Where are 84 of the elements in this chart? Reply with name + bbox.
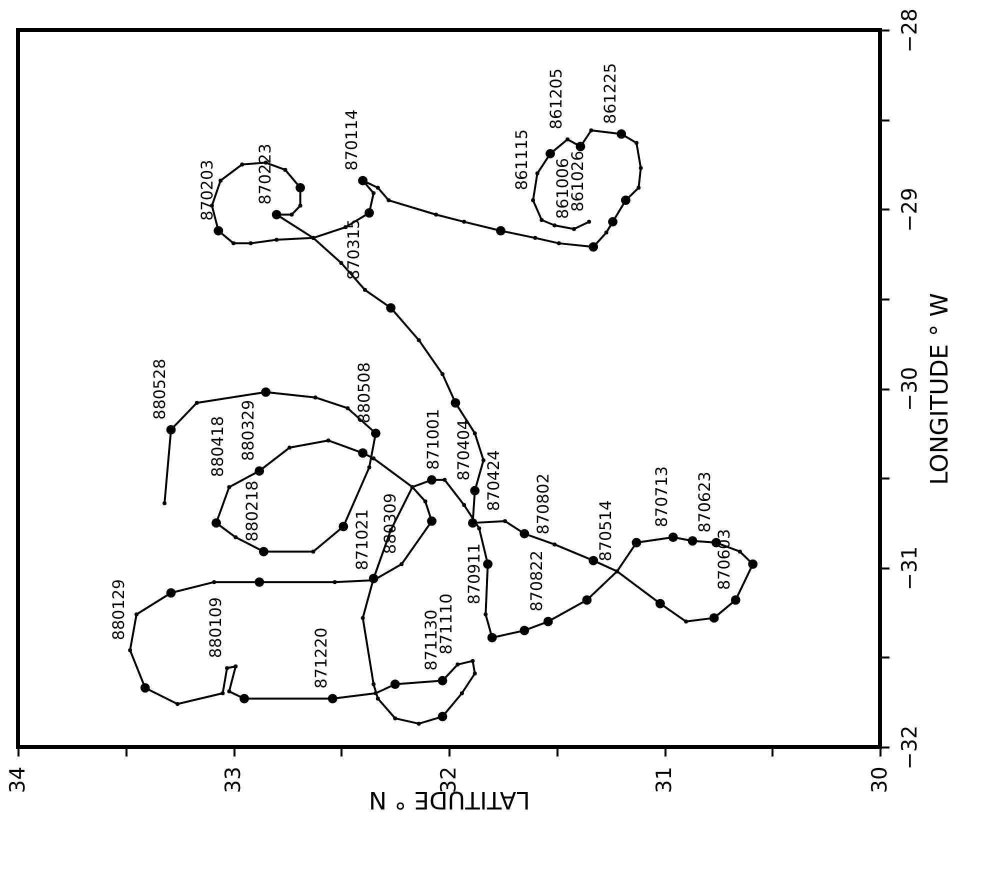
point <box>483 559 493 569</box>
point <box>470 486 480 496</box>
point <box>328 694 338 704</box>
point <box>520 626 530 636</box>
point <box>258 546 268 556</box>
annotation: 870822 <box>527 550 546 612</box>
point <box>668 532 678 542</box>
point <box>582 595 592 605</box>
annotation: 861225 <box>600 62 620 124</box>
point <box>261 387 271 397</box>
annotation: 870514 <box>596 500 616 562</box>
annotation: 880129 <box>109 579 128 640</box>
point <box>688 536 698 546</box>
annotation: 870713 <box>652 466 672 528</box>
annotation: 871021 <box>352 509 372 570</box>
point <box>212 518 222 528</box>
point <box>438 676 448 686</box>
x-tick-label: 33 <box>221 766 245 794</box>
point <box>364 208 374 218</box>
annotation: 870603 <box>714 528 734 590</box>
point <box>496 226 506 236</box>
annotation: 871220 <box>312 628 331 689</box>
point <box>632 538 642 548</box>
point <box>620 196 630 206</box>
point <box>254 466 264 476</box>
point <box>520 528 530 538</box>
point <box>709 613 719 623</box>
point <box>254 577 264 587</box>
point <box>368 574 378 584</box>
annotation: 870802 <box>534 473 553 534</box>
point <box>166 424 176 434</box>
point <box>576 142 586 152</box>
point <box>166 588 176 598</box>
y-axis-title: LONGITUDE ° W <box>926 293 954 485</box>
point <box>370 428 380 438</box>
point <box>546 148 556 158</box>
point <box>358 176 368 186</box>
point <box>468 518 478 528</box>
point <box>390 680 400 689</box>
y-tick-label: −29 <box>898 188 922 232</box>
point <box>748 559 758 569</box>
point <box>140 683 150 693</box>
annotation: 880418 <box>208 416 228 478</box>
point <box>588 556 598 566</box>
point <box>608 217 618 227</box>
x-tick-label: 31 <box>652 766 676 794</box>
point <box>450 398 460 408</box>
annotation: 870223 <box>256 144 275 205</box>
annotation: 861205 <box>546 68 566 130</box>
annotation: 870424 <box>484 450 504 512</box>
point <box>427 516 437 526</box>
point <box>730 595 740 605</box>
y-tick-label: −28 <box>898 8 922 53</box>
point <box>427 475 437 485</box>
annotation: 880109 <box>206 597 226 658</box>
annotation: 861115 <box>512 129 532 190</box>
point <box>296 183 306 192</box>
annotation: 870114 <box>342 109 361 171</box>
point <box>655 598 665 608</box>
point <box>358 448 368 458</box>
point <box>543 616 553 626</box>
y-tick-label: −30 <box>898 366 922 412</box>
annotation: 870203 <box>197 160 216 221</box>
annotation: 870404 <box>454 420 473 481</box>
point <box>386 303 396 313</box>
x-tick-label: 30 <box>868 766 892 794</box>
y-tick-label: −31 <box>898 546 922 590</box>
point <box>438 712 448 722</box>
point <box>214 226 224 236</box>
annotation: 880218 <box>242 480 262 542</box>
annotation: 880329 <box>238 400 258 461</box>
annotation: 870911 <box>464 543 484 604</box>
point <box>338 522 348 532</box>
annotation: 880528 <box>150 358 170 420</box>
point <box>588 242 598 252</box>
x-tick-label: 34 <box>6 766 30 794</box>
y-tick-label: −32 <box>898 725 922 770</box>
annotation: 871001 <box>424 408 443 470</box>
annotation: 870623 <box>695 472 714 533</box>
point <box>616 129 626 139</box>
point <box>487 632 497 642</box>
annotation: 880508 <box>354 362 374 424</box>
point <box>240 694 250 704</box>
point <box>272 210 282 220</box>
